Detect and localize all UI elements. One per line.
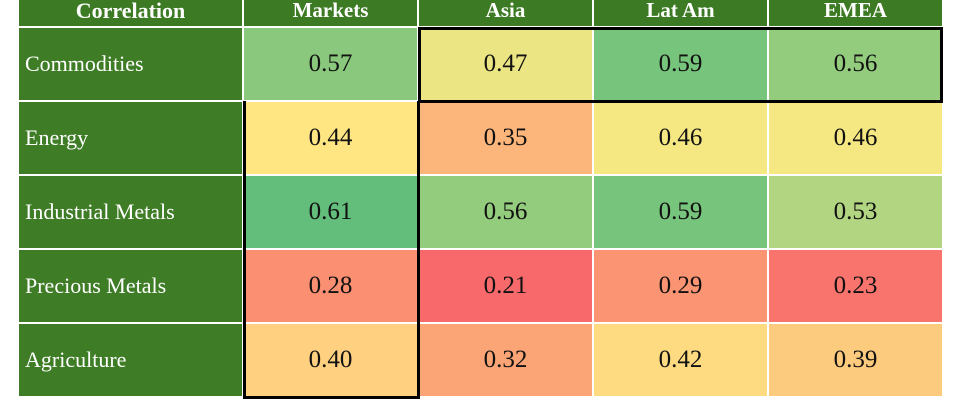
correlation-cell: 0.47	[418, 27, 593, 101]
row-label: Energy	[18, 101, 243, 175]
correlation-cell: 0.29	[593, 249, 768, 323]
column-header: Lat Am	[593, 0, 768, 27]
row-label: Agriculture	[18, 323, 243, 397]
correlation-cell: 0.32	[418, 323, 593, 397]
correlation-cell: 0.59	[593, 175, 768, 249]
column-header: Markets	[243, 0, 418, 27]
correlation-cell: 0.40	[243, 323, 418, 397]
correlation-cell: 0.46	[768, 101, 943, 175]
correlation-cell: 0.28	[243, 249, 418, 323]
column-header: Asia	[418, 0, 593, 27]
correlation-cell: 0.21	[418, 249, 593, 323]
correlation-cell: 0.39	[768, 323, 943, 397]
correlation-cell: 0.42	[593, 323, 768, 397]
correlation-cell: 0.61	[243, 175, 418, 249]
correlation-cell: 0.23	[768, 249, 943, 323]
row-label: Commodities	[18, 27, 243, 101]
correlation-cell: 0.46	[593, 101, 768, 175]
correlation-cell: 0.35	[418, 101, 593, 175]
column-header: Correlation	[18, 0, 243, 27]
row-label: Industrial Metals	[18, 175, 243, 249]
correlation-cell: 0.57	[243, 27, 418, 101]
correlation-cell: 0.44	[243, 101, 418, 175]
correlation-cell: 0.56	[418, 175, 593, 249]
correlation-cell: 0.59	[593, 27, 768, 101]
correlation-cell: 0.53	[768, 175, 943, 249]
row-label: Precious Metals	[18, 249, 243, 323]
column-header: EMEA	[768, 0, 943, 27]
correlation-cell: 0.56	[768, 27, 943, 101]
